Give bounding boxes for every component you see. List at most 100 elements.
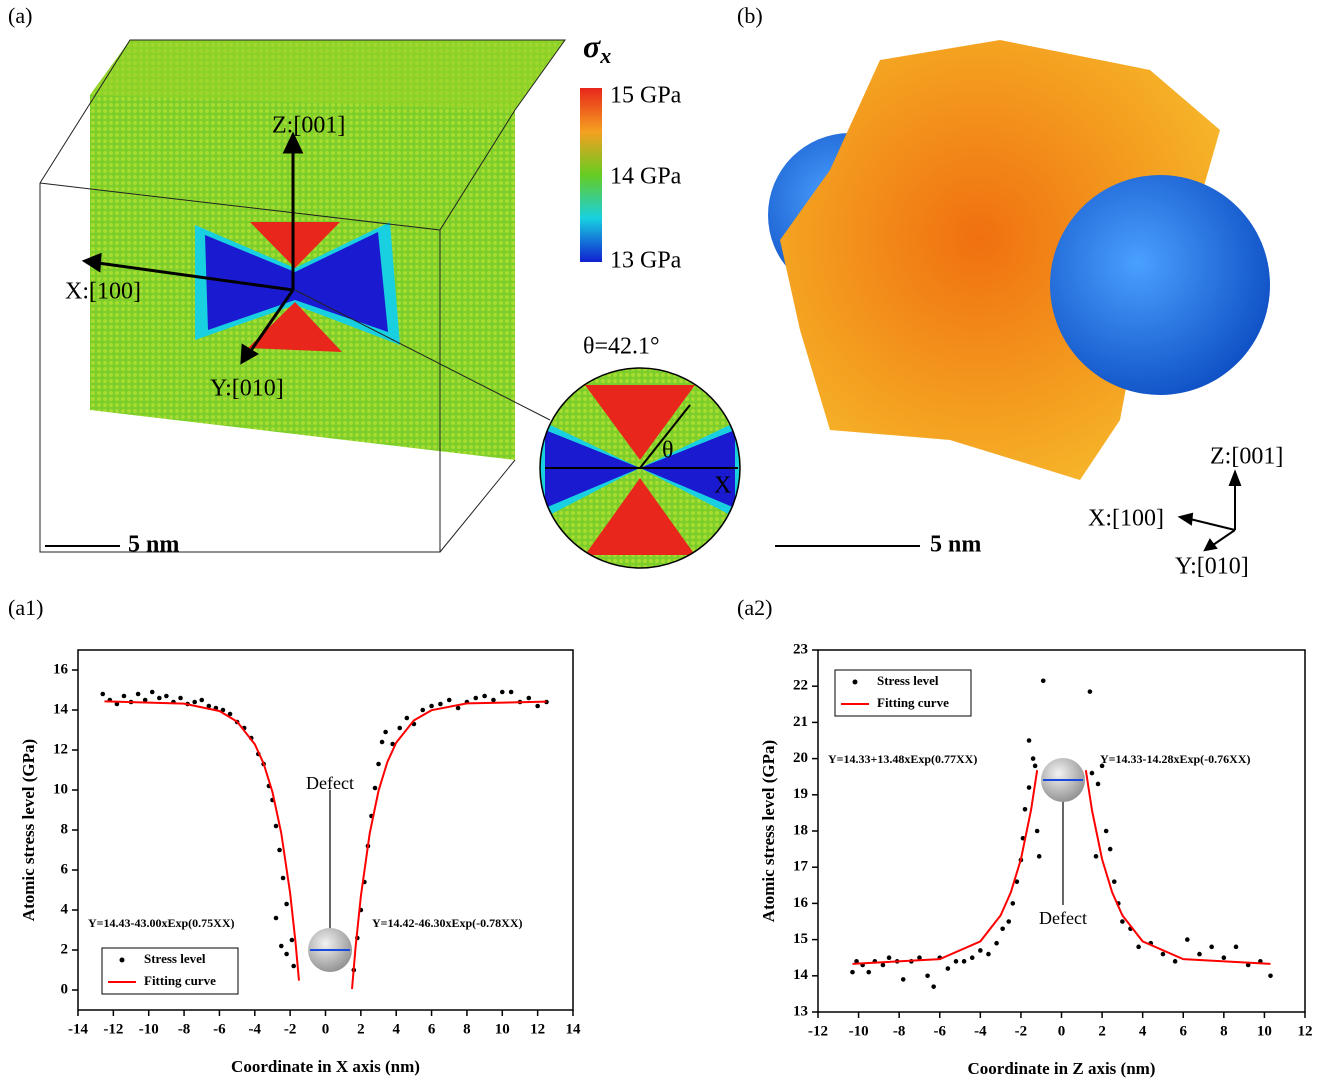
data-point [1089,770,1095,776]
annotation: Y=14.33-14.28xExp(-0.76XX) [1100,752,1251,766]
y-tick-label: 14 [793,967,809,983]
data-point [100,691,106,697]
y-tick-label: 0 [61,981,69,997]
x-tick-label: 14 [566,1021,582,1037]
y-tick-label: 8 [61,821,69,837]
x-tick-label: -12 [808,1023,828,1039]
data-point [277,847,282,853]
data-point [1014,879,1020,884]
data-point [961,959,967,964]
colorbar-label: 14 GPa [610,164,682,190]
annotation: Y=14.42-46.30xExp(-0.78XX) [372,916,523,930]
data-point [978,948,983,953]
data-point [404,715,410,721]
y-tick-label: 17 [793,859,809,875]
data-point [1233,944,1239,950]
x-tick-label: 6 [428,1021,436,1037]
data-point [280,875,286,881]
data-point [850,969,855,975]
data-point [121,693,127,699]
x-tick-label: -6 [213,1021,226,1037]
y-tick-label: 12 [53,741,68,757]
data-point [1099,763,1105,769]
legend-swatch [852,679,858,685]
stress-map [39,39,741,569]
x-tick-label: 8 [1220,1023,1228,1039]
data-point [473,695,479,701]
legend-box [834,669,972,717]
data-point [953,959,959,964]
data-point [880,962,886,968]
data-point [1093,854,1099,859]
axis-name: Z:[001] [1210,444,1283,470]
x-tick-label: 6 [1180,1023,1188,1039]
annotation: Defect [1039,908,1087,928]
x-tick-label: -2 [1015,1023,1028,1039]
data-point [192,699,197,705]
data-point [994,940,999,946]
data-point [1160,951,1166,957]
x-tick-label: -12 [103,1021,123,1037]
data-point [164,693,169,699]
x-tick-label: -4 [249,1021,262,1037]
x-tick-label: -14 [68,1021,88,1037]
x-tick-label: 8 [463,1021,471,1037]
data-point [1245,962,1251,968]
data-point [1022,806,1028,812]
data-point [1095,781,1101,787]
inset-axis: X [714,473,731,499]
data-point [945,966,951,971]
data-point [227,711,233,717]
panel-label: (a1) [8,595,43,620]
scale-label: 5 nm [128,532,179,558]
legend-label: Fitting curve [877,695,949,710]
x-tick-label: 12 [530,1021,545,1037]
data-point [491,697,496,703]
data-point [1136,944,1141,950]
data-point [986,951,991,957]
y-tick-label: 13 [793,1003,808,1019]
data-point [149,689,155,695]
data-point [273,915,279,921]
axis-name: Y:[010] [1175,554,1249,580]
data-point [1006,919,1012,924]
y-tick-label: 20 [793,750,808,766]
x-axis-label: Coordinate in X axis (nm) [231,1057,420,1076]
x-tick-label: -8 [178,1021,191,1037]
y-tick-label: 23 [793,641,808,657]
data-point [1087,689,1093,694]
colorbar-title: σx [583,28,611,68]
data-point [390,741,395,747]
data-point [1030,756,1036,761]
panel-label: (a2) [737,595,772,620]
data-point [900,977,906,982]
y-tick-label: 16 [793,895,809,911]
data-point [854,959,859,964]
data-point [383,729,388,735]
data-point [1036,854,1042,859]
y-tick-label: 19 [793,786,808,802]
data-point [376,761,381,767]
x-tick-label: -6 [934,1023,947,1039]
annotation: Y=14.33+13.48xExp(0.77XX) [828,752,977,766]
axis-name: X:[100] [65,279,141,305]
colorbar-subscript: x [599,43,611,68]
axis-name: Y:[010] [210,376,284,402]
data-point [438,701,443,707]
legend-label: Fitting curve [144,973,216,988]
x-tick-label: 0 [322,1021,330,1037]
data-point [526,695,532,701]
y-tick-label: 6 [61,861,69,877]
data-point [291,963,296,969]
data-point [372,785,378,791]
x-tick-label: 10 [495,1021,510,1037]
x-tick-label: -8 [893,1023,906,1039]
y-axis-label: Atomic stress level (GPa) [759,740,778,922]
data-point [1172,959,1178,964]
data-point [535,703,540,709]
data-point [220,707,226,713]
data-point [482,693,487,699]
x-tick-label: 2 [357,1021,365,1037]
x-tick-label: 4 [1139,1023,1147,1039]
x-tick-label: 12 [1298,1023,1313,1039]
